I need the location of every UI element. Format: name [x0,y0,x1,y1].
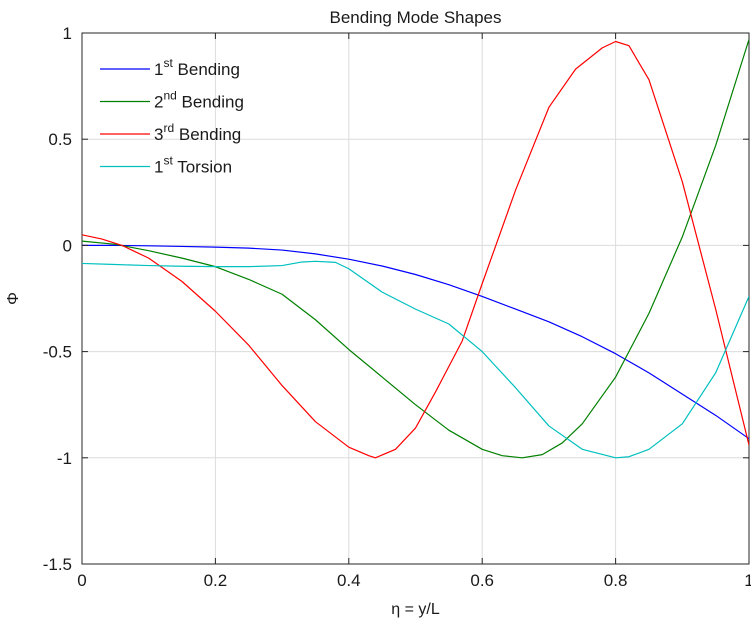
plot-area-frame [81,32,750,565]
x-tick-label: 1 [744,571,751,590]
axis-ticks: 0 0.2 0.4 0.6 0.8 1 -1.5 -1 -0.5 0 0.5 1 [43,24,751,590]
x-tick-label: 0.4 [337,571,361,590]
y-tick-label: -1 [57,449,72,468]
y-tick-label: -1.5 [43,555,72,574]
grid [81,32,750,565]
x-tick-label: 0 [77,571,86,590]
legend: 1st Bending 2nd Bending 3rd Bending 1st Tor… [100,56,244,177]
legend-label-1: 1st Bending [154,56,240,79]
legend-label-4: 1st Torsion [154,154,232,177]
series-line-1 [82,244,749,440]
y-tick-label: -0.5 [43,343,72,362]
y-tick-label: 0 [63,236,72,255]
x-tick-label: 0.8 [604,571,628,590]
x-tick-label: 0.2 [204,571,228,590]
y-axis-label: Φ [5,292,22,305]
legend-label-3: 3rd Bending [154,121,241,144]
series-line-2 [82,39,749,459]
y-tick-label: 0.5 [48,130,72,149]
chart-title: Bending Mode Shapes [329,8,501,27]
series-line-4 [82,260,749,459]
y-tick-label: 1 [63,24,72,43]
legend-label-2: 2nd Bending [154,89,244,112]
x-tick-label: 0.6 [470,571,494,590]
x-axis-label: η = y/L [391,601,440,618]
series-line-3 [82,40,749,459]
series-group [82,39,749,459]
